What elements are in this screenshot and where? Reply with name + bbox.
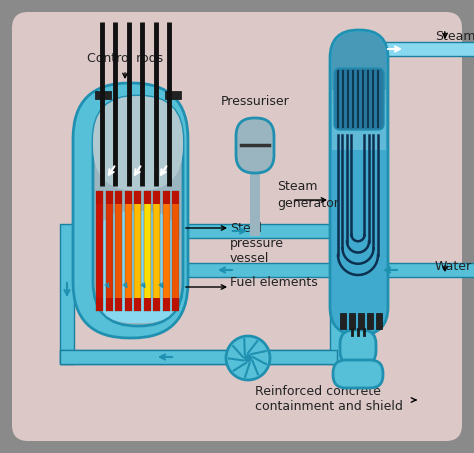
Bar — [367, 313, 373, 329]
Text: Steam: Steam — [435, 30, 474, 43]
Bar — [95, 91, 111, 99]
FancyBboxPatch shape — [96, 211, 180, 323]
FancyBboxPatch shape — [334, 68, 384, 130]
Bar — [144, 191, 151, 311]
Bar — [154, 191, 161, 204]
Bar — [135, 298, 142, 311]
Bar — [182, 263, 337, 277]
Bar — [97, 191, 103, 204]
Text: Water: Water — [435, 260, 472, 273]
FancyBboxPatch shape — [332, 32, 386, 122]
Bar — [182, 224, 337, 238]
Text: Fuel elements: Fuel elements — [230, 276, 318, 289]
FancyBboxPatch shape — [12, 12, 462, 441]
Bar — [340, 313, 346, 329]
Bar — [383, 42, 474, 56]
Bar — [144, 298, 151, 311]
Bar — [106, 298, 113, 311]
FancyBboxPatch shape — [340, 330, 376, 365]
FancyBboxPatch shape — [93, 96, 183, 326]
Text: Steel
pressure
vessel: Steel pressure vessel — [230, 222, 284, 265]
Text: Control rods: Control rods — [87, 52, 163, 65]
Text: Reinforced concrete
containment and shield: Reinforced concrete containment and shie… — [255, 385, 403, 413]
Bar — [154, 298, 161, 311]
FancyBboxPatch shape — [333, 360, 383, 388]
Bar — [60, 350, 231, 364]
Bar — [116, 191, 122, 204]
Bar — [135, 191, 142, 311]
Bar — [165, 91, 181, 99]
Bar — [116, 191, 122, 311]
Bar — [106, 191, 113, 311]
Bar — [265, 350, 337, 364]
Bar — [135, 191, 142, 204]
Bar — [250, 171, 260, 236]
Bar — [154, 191, 161, 311]
Bar — [383, 263, 474, 277]
FancyBboxPatch shape — [73, 83, 188, 338]
Bar — [125, 191, 132, 311]
Bar — [106, 191, 113, 204]
Bar — [163, 191, 170, 204]
Text: Pressuriser: Pressuriser — [220, 95, 289, 108]
Bar — [125, 298, 132, 311]
Bar — [163, 191, 170, 311]
Bar — [332, 90, 386, 150]
Bar — [97, 298, 103, 311]
Bar — [60, 350, 337, 364]
Bar — [330, 263, 344, 364]
Bar — [358, 313, 364, 329]
Circle shape — [244, 354, 252, 362]
FancyBboxPatch shape — [236, 118, 274, 173]
Circle shape — [226, 336, 270, 380]
Bar — [349, 313, 355, 329]
Bar — [173, 191, 180, 204]
Bar — [376, 313, 382, 329]
Bar — [125, 191, 132, 204]
Bar — [144, 191, 151, 204]
Bar — [330, 224, 344, 277]
Bar — [163, 298, 170, 311]
Bar — [97, 191, 103, 311]
Bar — [173, 298, 180, 311]
Bar — [60, 224, 74, 364]
Text: Steam
generator: Steam generator — [277, 180, 339, 209]
Bar — [173, 191, 180, 311]
FancyBboxPatch shape — [93, 96, 183, 191]
Bar — [116, 298, 122, 311]
FancyBboxPatch shape — [4, 4, 470, 449]
FancyBboxPatch shape — [330, 30, 388, 335]
